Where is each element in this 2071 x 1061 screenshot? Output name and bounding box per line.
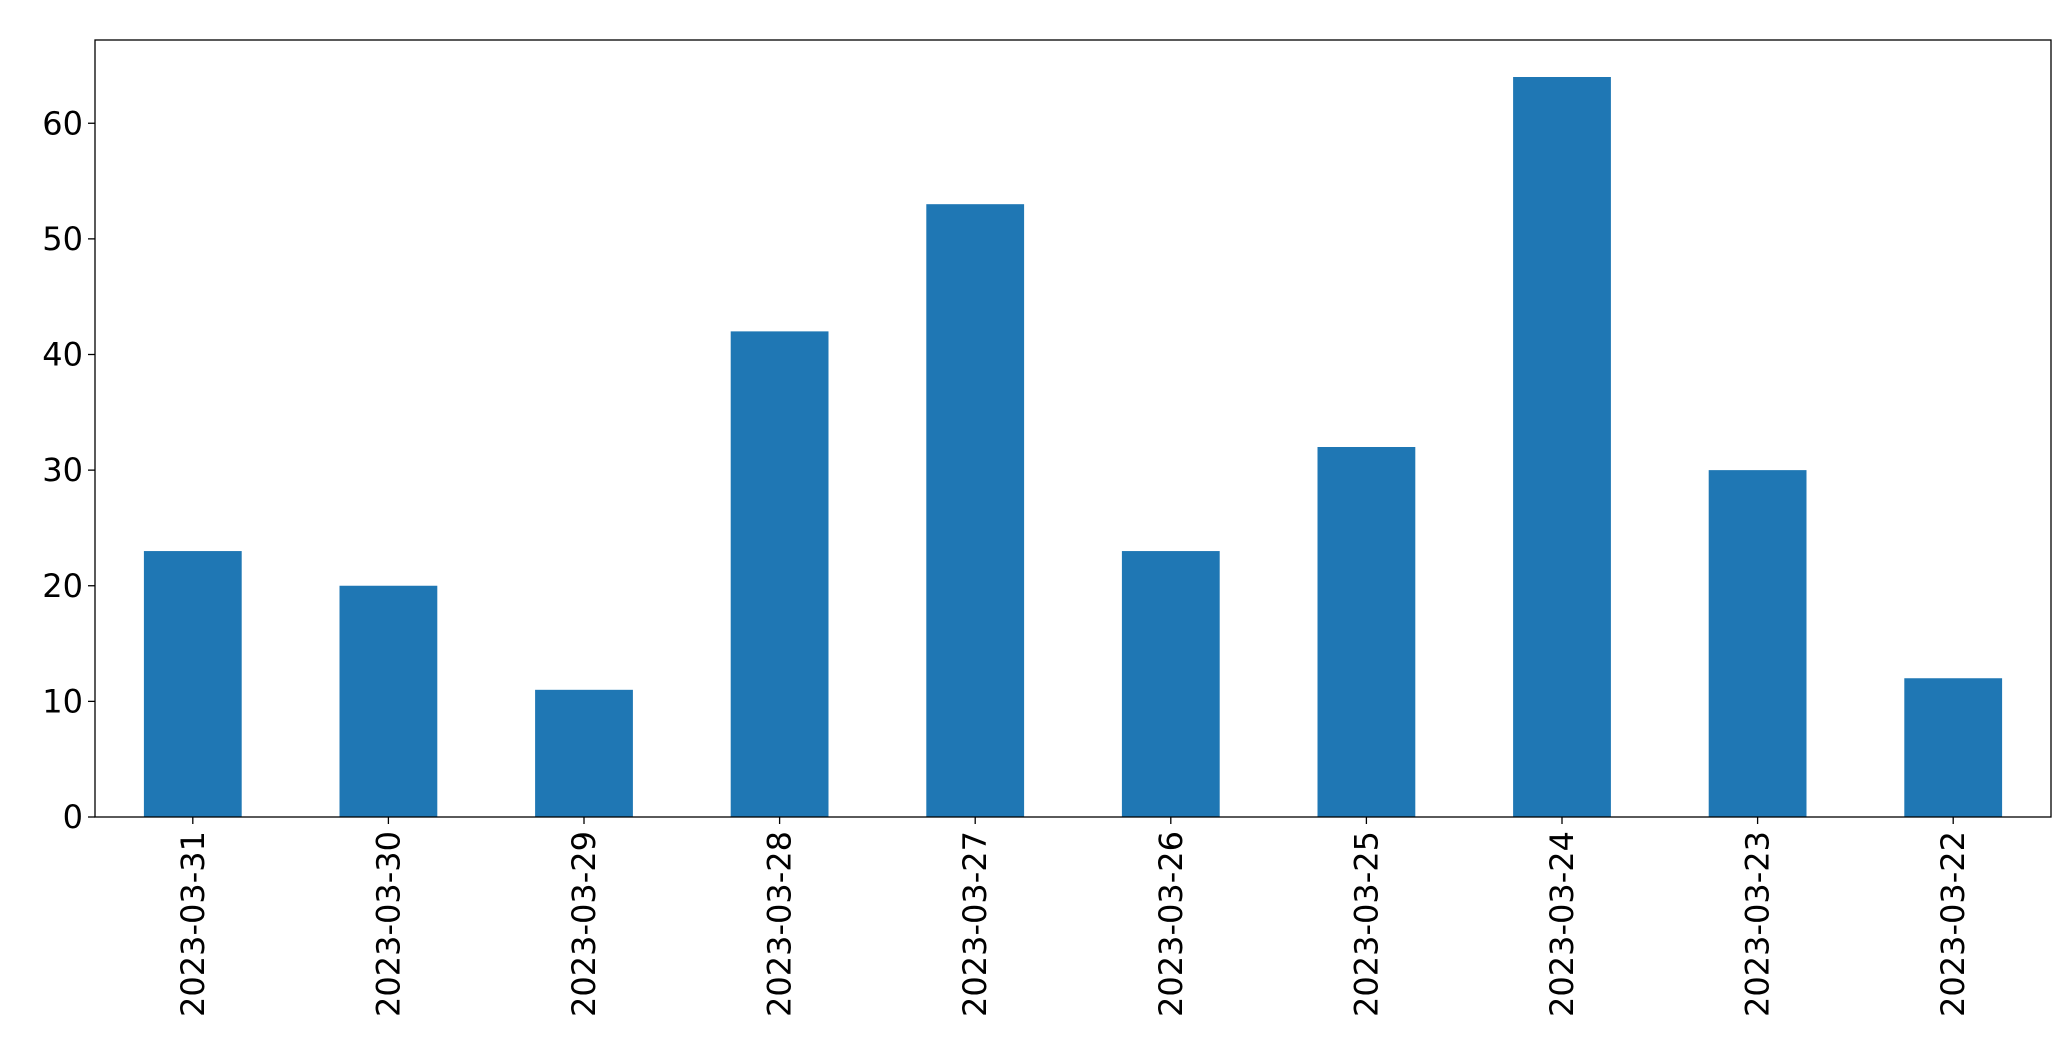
bar <box>1708 470 1807 817</box>
y-tick-label: 30 <box>42 451 83 489</box>
bar <box>1513 77 1611 817</box>
x-tick-label: 2023-03-29 <box>565 831 603 1017</box>
x-tick-label: 2023-03-31 <box>174 831 212 1017</box>
bar <box>1317 447 1416 817</box>
bar <box>339 585 438 817</box>
y-tick-label: 40 <box>42 336 83 374</box>
x-tick-label: 2023-03-24 <box>1543 831 1581 1017</box>
x-tick-label: 2023-03-23 <box>1739 831 1777 1017</box>
y-tick-label: 20 <box>42 567 83 605</box>
bar <box>535 689 633 817</box>
bar <box>730 331 829 817</box>
y-tick-label: 0 <box>63 798 83 836</box>
y-tick-label: 60 <box>42 104 83 142</box>
bar <box>143 551 242 817</box>
y-tick-label: 10 <box>42 682 83 720</box>
bar <box>1121 551 1220 817</box>
y-tick-label: 50 <box>42 220 83 258</box>
x-tick-label: 2023-03-22 <box>1934 831 1972 1017</box>
plot-frame <box>94 39 2052 818</box>
x-tick-label: 2023-03-26 <box>1152 831 1190 1017</box>
bar <box>1904 678 2003 817</box>
x-tick-label: 2023-03-27 <box>956 831 994 1017</box>
x-tick-label: 2023-03-28 <box>761 831 799 1017</box>
x-tick-label: 2023-03-30 <box>369 831 407 1017</box>
bar <box>926 204 1025 817</box>
x-tick-label: 2023-03-25 <box>1347 831 1385 1017</box>
